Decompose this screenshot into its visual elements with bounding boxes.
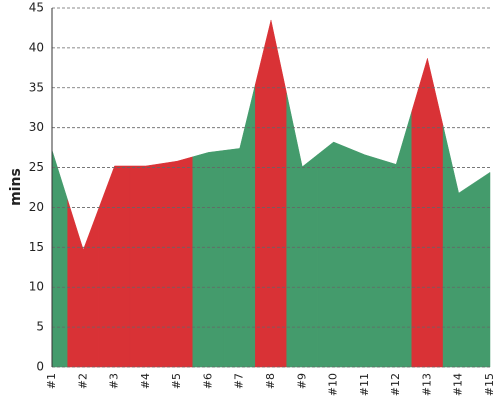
area-segment bbox=[67, 199, 100, 368]
area-segment bbox=[129, 163, 162, 368]
y-tick-label: 0 bbox=[36, 360, 44, 374]
x-tick-label: #6 bbox=[201, 373, 214, 389]
x-tick-label: #5 bbox=[170, 373, 183, 389]
area-segment bbox=[411, 57, 444, 368]
area-segment bbox=[223, 84, 256, 368]
area-segment bbox=[255, 19, 287, 368]
x-tick-label: #12 bbox=[389, 373, 402, 396]
y-tick-label: 35 bbox=[29, 80, 44, 94]
x-tick-label: #10 bbox=[327, 373, 340, 396]
area-segment bbox=[474, 171, 491, 368]
y-tick-label: 20 bbox=[29, 200, 44, 214]
x-tick-label: #11 bbox=[358, 373, 371, 396]
x-tick-label: #1 bbox=[45, 373, 58, 389]
x-tick-label: #2 bbox=[76, 373, 89, 389]
y-tick-label: 40 bbox=[29, 40, 44, 54]
y-tick-label: 10 bbox=[29, 280, 44, 294]
x-tick-label: #8 bbox=[264, 373, 277, 389]
area-segment bbox=[317, 141, 350, 368]
area-segment bbox=[286, 93, 319, 368]
y-axis-label: mins bbox=[8, 168, 24, 206]
x-tick-label: #4 bbox=[139, 373, 152, 389]
area-segment bbox=[51, 149, 68, 368]
y-tick-label: 15 bbox=[29, 240, 44, 254]
y-tick-label: 45 bbox=[29, 1, 44, 15]
area-segment bbox=[192, 150, 225, 368]
y-tick-label: 25 bbox=[29, 160, 44, 174]
y-tick-label: 30 bbox=[29, 120, 44, 134]
x-tick-label: #9 bbox=[295, 373, 308, 389]
x-tick-label: #14 bbox=[452, 373, 465, 396]
x-tick-label: #15 bbox=[483, 373, 496, 396]
area-segment bbox=[348, 148, 381, 368]
area-segment bbox=[380, 111, 413, 368]
area-segment bbox=[98, 165, 131, 368]
x-tick-label: #3 bbox=[108, 373, 121, 389]
x-tick-label: #7 bbox=[233, 373, 246, 389]
area-segment bbox=[161, 156, 194, 368]
area-segment bbox=[442, 125, 475, 368]
x-tick-label: #13 bbox=[420, 373, 433, 396]
y-tick-label: 5 bbox=[36, 320, 44, 334]
